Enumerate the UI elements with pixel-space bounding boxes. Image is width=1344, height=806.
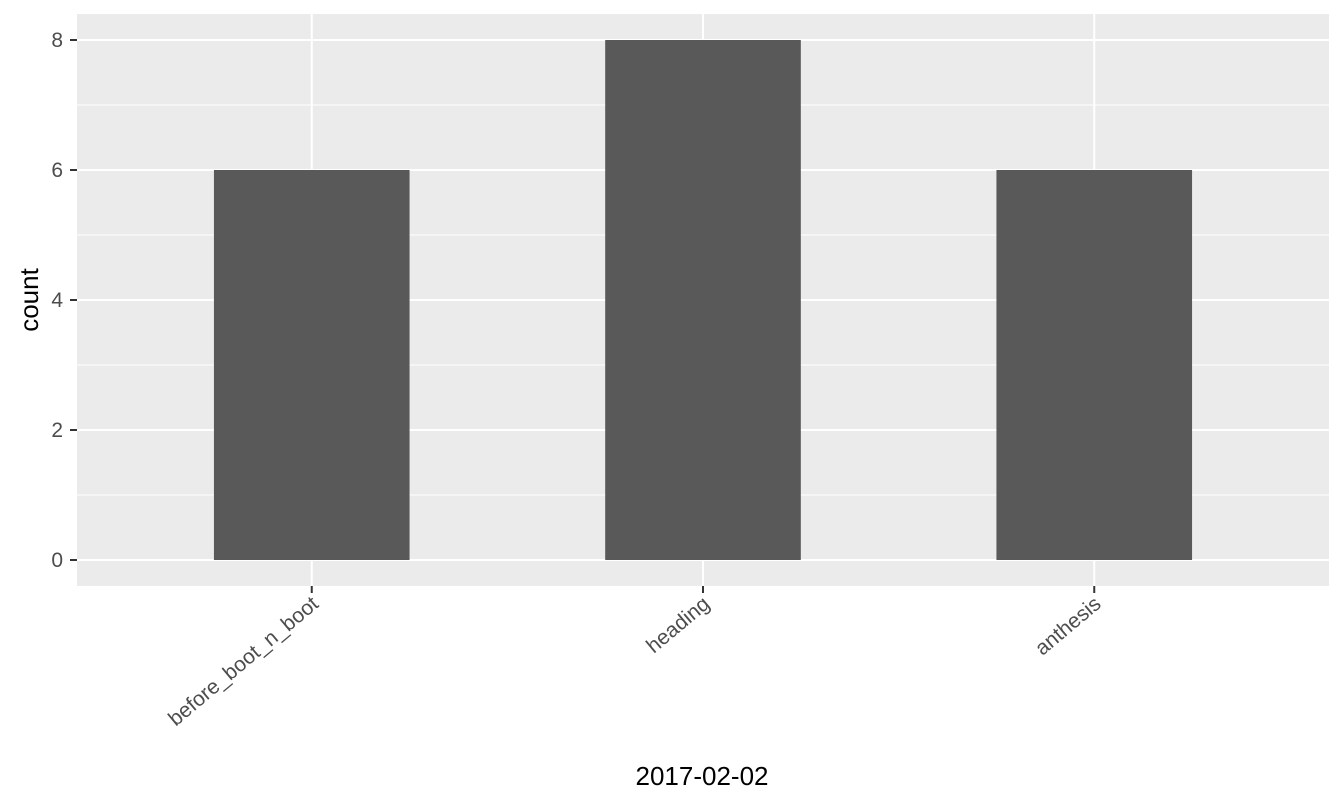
bar-heading — [605, 40, 801, 560]
y-axis-title: count — [14, 267, 44, 331]
bar-before_boot_n_boot — [213, 170, 410, 560]
x-tick-label: anthesis — [1031, 592, 1106, 660]
bars — [213, 40, 1193, 560]
y-tick-label: 2 — [51, 419, 63, 442]
x-axis: before_boot_n_boot heading anthesis — [164, 586, 1105, 731]
y-tick-label: 8 — [51, 29, 63, 52]
x-axis-title: 2017-02-02 — [636, 761, 769, 791]
x-tick-label: before_boot_n_boot — [164, 592, 323, 731]
x-tick-label: heading — [642, 592, 714, 658]
y-tick-label: 4 — [51, 289, 63, 312]
y-axis: 0 2 4 6 8 — [51, 29, 77, 572]
y-tick-label: 0 — [51, 549, 63, 572]
y-tick-label: 6 — [51, 159, 63, 182]
bar-anthesis — [996, 170, 1193, 560]
